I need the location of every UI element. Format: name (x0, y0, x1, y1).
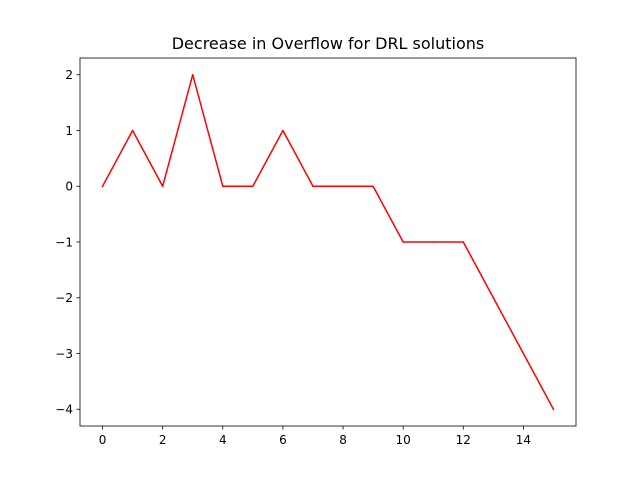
x-tick-label: 10 (396, 433, 411, 447)
x-tick-label: 0 (99, 433, 107, 447)
data-point (191, 73, 194, 76)
y-tick-label: 1 (65, 124, 73, 138)
data-point (402, 241, 404, 243)
plot-series (101, 73, 555, 411)
x-tick-label: 6 (279, 433, 287, 447)
data-point (522, 352, 525, 355)
x-tick-label: 8 (339, 433, 347, 447)
y-tick-label: −4 (55, 403, 73, 417)
chart-title: Decrease in Overflow for DRL solutions (172, 34, 485, 53)
y-tick-label: 0 (65, 180, 73, 194)
data-point (312, 185, 314, 187)
y-tick-label: 2 (65, 68, 73, 82)
axes-frame (79, 57, 577, 427)
series-line (101, 73, 555, 411)
data-point (342, 185, 344, 187)
data-point (282, 129, 284, 132)
data-point (161, 185, 164, 187)
x-axis: 0 2 4 6 8 10 12 14 (99, 426, 531, 447)
data-point (372, 185, 374, 187)
x-tick-label: 14 (516, 433, 531, 447)
y-tick-label: −2 (55, 291, 73, 305)
x-tick-label: 4 (219, 433, 227, 447)
y-tick-label: −3 (55, 347, 73, 361)
data-point (131, 129, 134, 132)
data-point (492, 297, 495, 299)
data-point (432, 241, 434, 243)
y-axis: −4 −3 −2 −1 0 1 2 (55, 68, 80, 417)
data-point (462, 241, 465, 243)
data-point (552, 408, 555, 411)
y-tick-label: −1 (55, 235, 73, 249)
data-point (252, 185, 254, 187)
data-point (222, 185, 224, 187)
x-tick-label: 2 (159, 433, 167, 447)
x-tick-label: 12 (456, 433, 471, 447)
data-point (101, 185, 104, 187)
